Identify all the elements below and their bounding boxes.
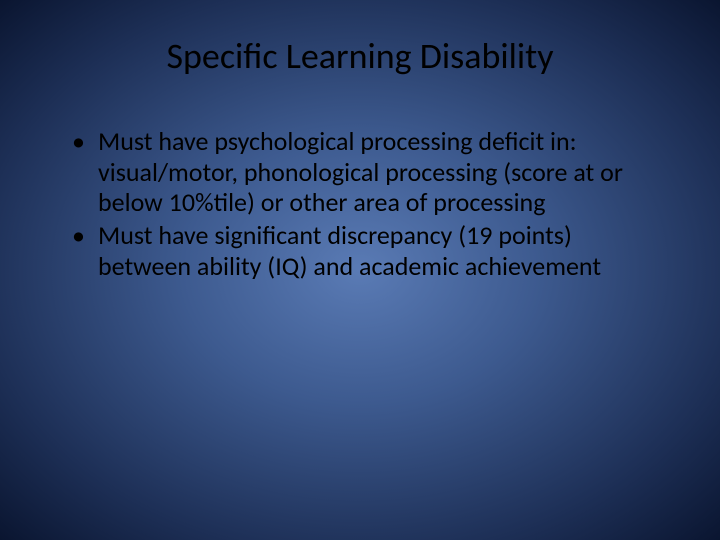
bullet-list: Must have psychological processing defic… <box>70 126 660 281</box>
slide: Specific Learning Disability Must have p… <box>0 0 720 540</box>
bullet-item: Must have significant discrepancy (19 po… <box>70 220 660 281</box>
slide-title: Specific Learning Disability <box>60 34 660 78</box>
slide-content: Must have psychological processing defic… <box>60 126 660 281</box>
bullet-item: Must have psychological processing defic… <box>70 126 660 218</box>
